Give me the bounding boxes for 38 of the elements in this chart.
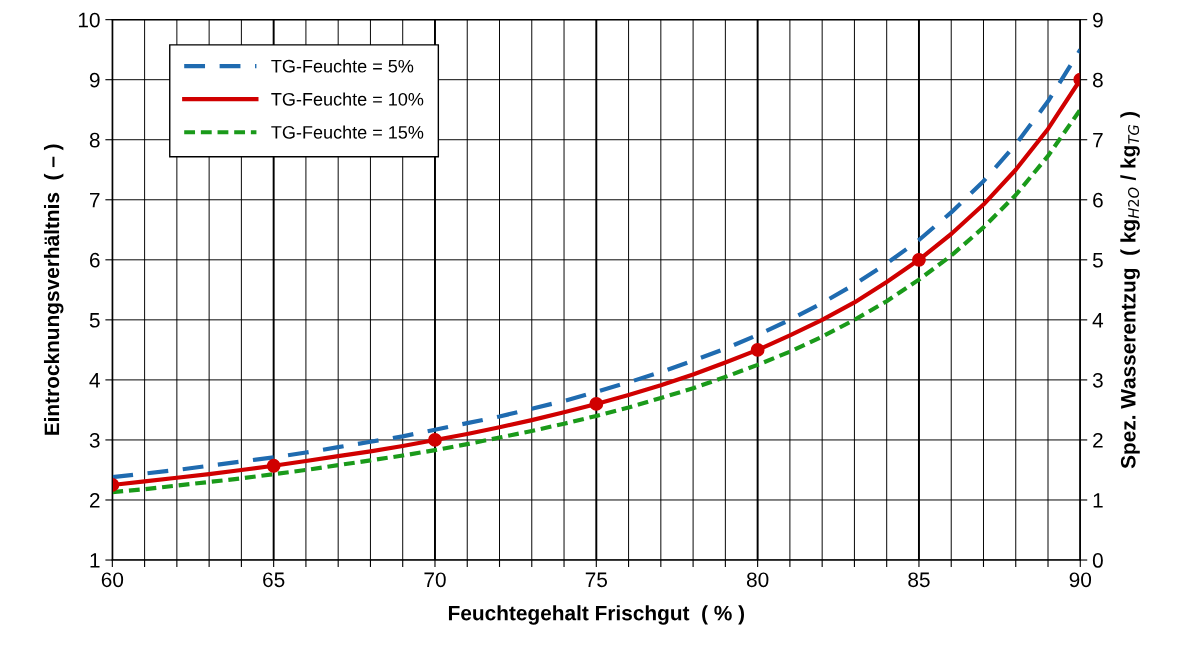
x-tick-label: 70 — [424, 572, 446, 588]
y2-tick-label: 1 — [1093, 493, 1103, 508]
point — [750, 342, 765, 357]
y2-tick-label: 3 — [1092, 372, 1103, 388]
point — [428, 433, 442, 447]
y-tick-label: 8 — [89, 132, 100, 148]
y-tick-label: 6 — [90, 252, 100, 268]
y-tick-label: 7 — [90, 192, 100, 208]
x-tick-label: 60 — [101, 572, 124, 588]
y-tick-label: 10 — [78, 12, 100, 28]
y2-tick-label: 7 — [1093, 132, 1103, 148]
y2-tick-label: 2 — [1093, 432, 1103, 448]
y2-tick-label: 5 — [1092, 253, 1103, 268]
y2-tick-label: 6 — [1093, 192, 1103, 208]
y-tick-label: 1 — [90, 553, 100, 568]
legend-label: TG-Feuchte = 15% — [271, 125, 424, 139]
x-tick-label: 90 — [1069, 572, 1092, 588]
y2-tick-label: 0 — [1092, 553, 1103, 568]
legend-label: TG-Feuchte = 5% — [271, 59, 414, 73]
point — [912, 252, 926, 267]
x-tick-label: 75 — [585, 572, 608, 588]
x-axis-title: Feuchtegehalt Frischgut ( % ) — [448, 605, 745, 625]
y-tick-label: 5 — [89, 313, 100, 328]
point — [589, 397, 604, 411]
y-tick-label: 3 — [89, 432, 100, 448]
y2-tick-label: 9 — [1093, 12, 1103, 28]
point — [266, 458, 281, 473]
x-tick-label: 65 — [263, 572, 285, 588]
y-axis-title: Eintrocknungsverhältnis ( – ) — [43, 144, 64, 435]
legend-label: TG-Feuchte = 10% — [271, 92, 424, 106]
y-tick-label: 9 — [89, 72, 100, 88]
y2-axis-title: Spez. Wasserentzug ( kg$_{H2O}$ / kg$_{TG}$ ) — [1120, 112, 1140, 469]
x-tick-label: 85 — [908, 572, 930, 588]
y2-tick-label: 4 — [1092, 313, 1104, 328]
y-tick-label: 4 — [89, 373, 100, 388]
y2-tick-label: 8 — [1092, 72, 1103, 88]
y-tick-label: 2 — [89, 492, 100, 508]
x-tick-label: 80 — [746, 572, 769, 588]
